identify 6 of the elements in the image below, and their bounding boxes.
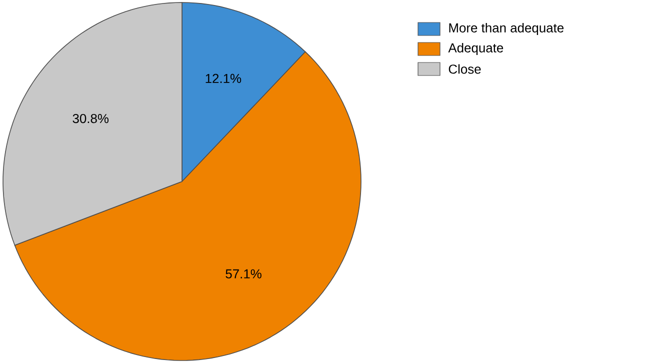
data-label: 12.1% [206, 74, 242, 83]
legend-label: Close [448, 64, 481, 74]
legend-label: More than adequate [449, 22, 564, 36]
data-label: 57.1% [226, 269, 262, 278]
legend-label: Adequate [448, 42, 504, 56]
data-label: 30.8% [72, 114, 109, 124]
